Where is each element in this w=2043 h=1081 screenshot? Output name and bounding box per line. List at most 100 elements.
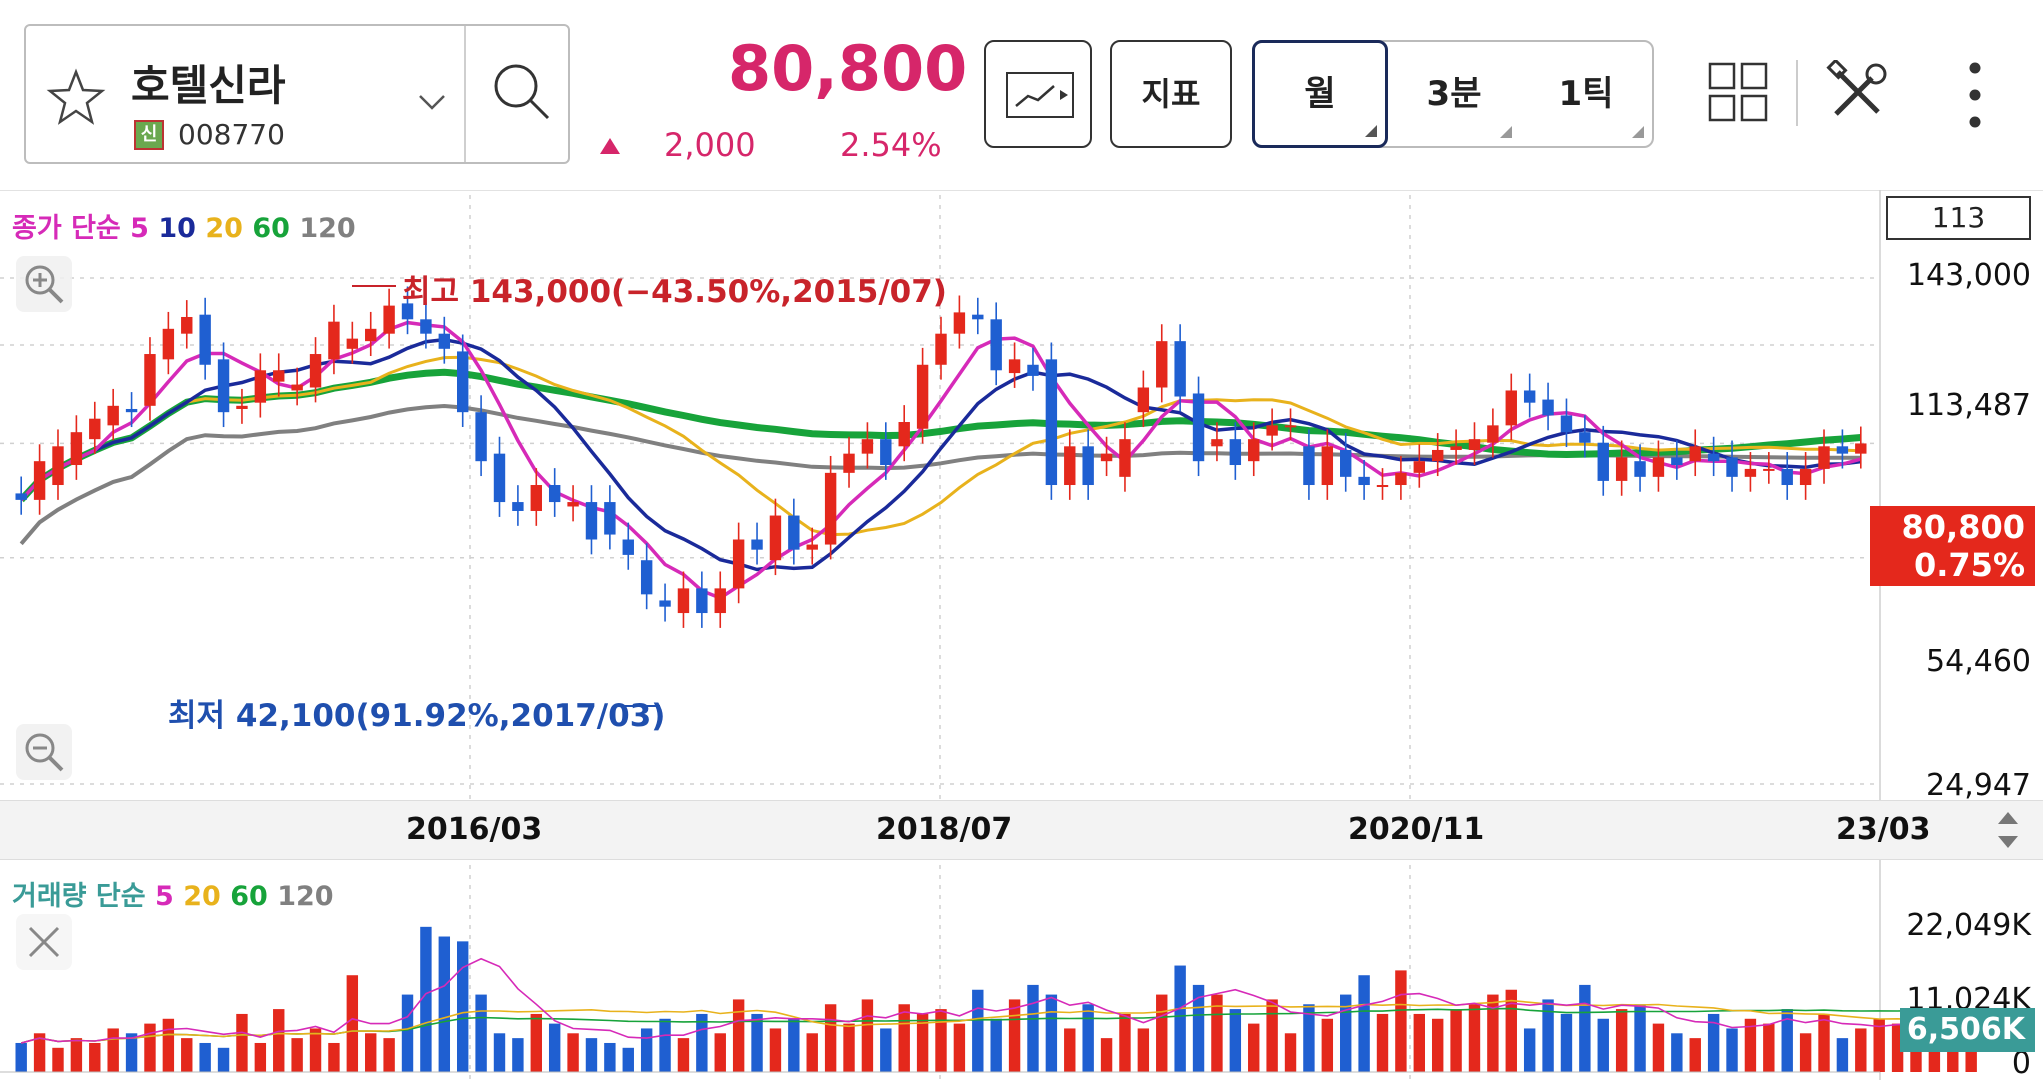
period-tick-tab[interactable]: 1틱	[1520, 42, 1652, 146]
candle-body	[916, 364, 929, 429]
volume-bar	[1671, 1033, 1683, 1072]
candle-body	[990, 319, 1002, 371]
candle-body	[199, 314, 211, 365]
candle-body	[1358, 476, 1370, 486]
tools-icon[interactable]	[1826, 60, 1890, 124]
volume-bar	[401, 994, 414, 1072]
y-axis-label: 54,460	[1926, 644, 2031, 679]
candle-body	[1652, 457, 1665, 477]
chart-type-button[interactable]	[984, 40, 1092, 148]
candle-body	[52, 446, 64, 486]
candle-body	[1174, 341, 1186, 397]
ma20-label: 20	[205, 213, 243, 244]
volume-bar	[1137, 1028, 1150, 1072]
ma20-line	[20, 355, 1861, 537]
volume-bar	[15, 1042, 27, 1072]
candle-body	[1836, 446, 1849, 454]
chevron-down-icon[interactable]	[412, 82, 452, 122]
candle-body	[843, 453, 855, 473]
zoom-out-button[interactable]	[16, 724, 72, 780]
candle-body	[401, 303, 414, 320]
price-chart[interactable]	[0, 190, 2043, 1080]
stock-code: 008770	[178, 118, 285, 151]
candle-body	[1211, 439, 1223, 447]
star-icon[interactable]	[46, 68, 106, 128]
zoom-in-button[interactable]	[16, 256, 72, 312]
candle-body	[512, 502, 524, 511]
candle-body	[475, 412, 487, 462]
volume-bar	[567, 1033, 579, 1072]
candle-body	[953, 312, 966, 334]
candle-body	[1376, 485, 1389, 488]
volume-bar	[1726, 1028, 1738, 1072]
credit-badge: 신	[134, 120, 164, 150]
volume-bar	[1174, 965, 1186, 1072]
search-icon[interactable]	[486, 56, 556, 126]
candle-body	[732, 539, 745, 589]
volume-ma-line	[20, 957, 1972, 1044]
vol-ma20-label: 20	[183, 881, 221, 912]
current-price: 80,800	[728, 32, 968, 105]
layout-grid-icon[interactable]	[1708, 62, 1768, 122]
candle-body	[1229, 439, 1242, 466]
volume-bar	[1082, 1004, 1094, 1072]
volume-bar	[1045, 994, 1058, 1072]
volume-bar	[1799, 1033, 1812, 1072]
volume-bar	[475, 994, 487, 1072]
candle-body	[1671, 457, 1683, 466]
candle-body	[696, 588, 708, 614]
vol-ma5-label: 5	[155, 881, 174, 912]
volume-bar	[696, 1013, 708, 1072]
stock-name: 호텔신라	[131, 61, 286, 110]
candle-body	[309, 354, 322, 388]
volume-y-label: 0	[2011, 1046, 2031, 1081]
vol-legend-prefix: 거래량 단순	[12, 881, 146, 912]
candle-body	[604, 502, 616, 535]
candle-count[interactable]: 113	[1886, 196, 2031, 240]
volume-bar	[1340, 994, 1352, 1072]
candle-body	[254, 370, 267, 403]
candle-body	[162, 328, 175, 360]
ma60-label: 60	[252, 213, 290, 244]
candle-body	[548, 485, 561, 503]
volume-bar	[1266, 999, 1278, 1072]
volume-bar	[1119, 1013, 1131, 1072]
indicator-button[interactable]: 지표	[1110, 40, 1232, 148]
zoom-out-icon	[25, 733, 64, 772]
price-change-pct: 2.54%	[840, 126, 942, 164]
close-volume-button[interactable]	[16, 914, 72, 970]
volume-ma-line	[20, 999, 1972, 1044]
volume-bar	[1156, 994, 1168, 1072]
candle-body	[1689, 446, 1701, 462]
scroll-updown-icon[interactable]	[1986, 808, 2030, 852]
volume-bar	[1523, 1028, 1536, 1072]
x-axis-label: 2018/07	[876, 812, 1013, 847]
candle-body	[1818, 446, 1830, 469]
volume-bar	[1689, 1038, 1701, 1072]
volume-bar	[33, 1033, 46, 1072]
candle-body	[1744, 468, 1757, 477]
volume-bar	[585, 1038, 598, 1072]
ma5-line	[19, 320, 1862, 600]
ma-legend-prefix: 종가 단순	[12, 213, 121, 244]
period-3min-tab[interactable]: 3분	[1388, 42, 1520, 146]
candle-body	[1468, 439, 1481, 450]
candle-body	[1266, 425, 1278, 436]
line-chart-icon	[1006, 72, 1074, 118]
more-vert-icon[interactable]	[1960, 58, 1990, 132]
volume-bar	[769, 1028, 782, 1072]
stock-selector[interactable]: 호텔신라 신 008770	[24, 24, 570, 164]
y-axis-label: 143,000	[1906, 258, 2031, 293]
candle-body	[1064, 446, 1076, 486]
candle-body	[861, 439, 874, 454]
y-axis-label: 24,947	[1926, 768, 2031, 803]
candle-body	[493, 453, 506, 503]
volume-bar	[953, 1023, 966, 1072]
candle-body	[1100, 453, 1113, 462]
volume-bar	[217, 1047, 230, 1072]
volume-bar	[254, 1042, 267, 1072]
volume-bar	[1579, 984, 1591, 1072]
period-month-tab[interactable]: 월	[1252, 40, 1388, 148]
candle-body	[530, 485, 542, 511]
period-label: 3분	[1426, 74, 1482, 114]
